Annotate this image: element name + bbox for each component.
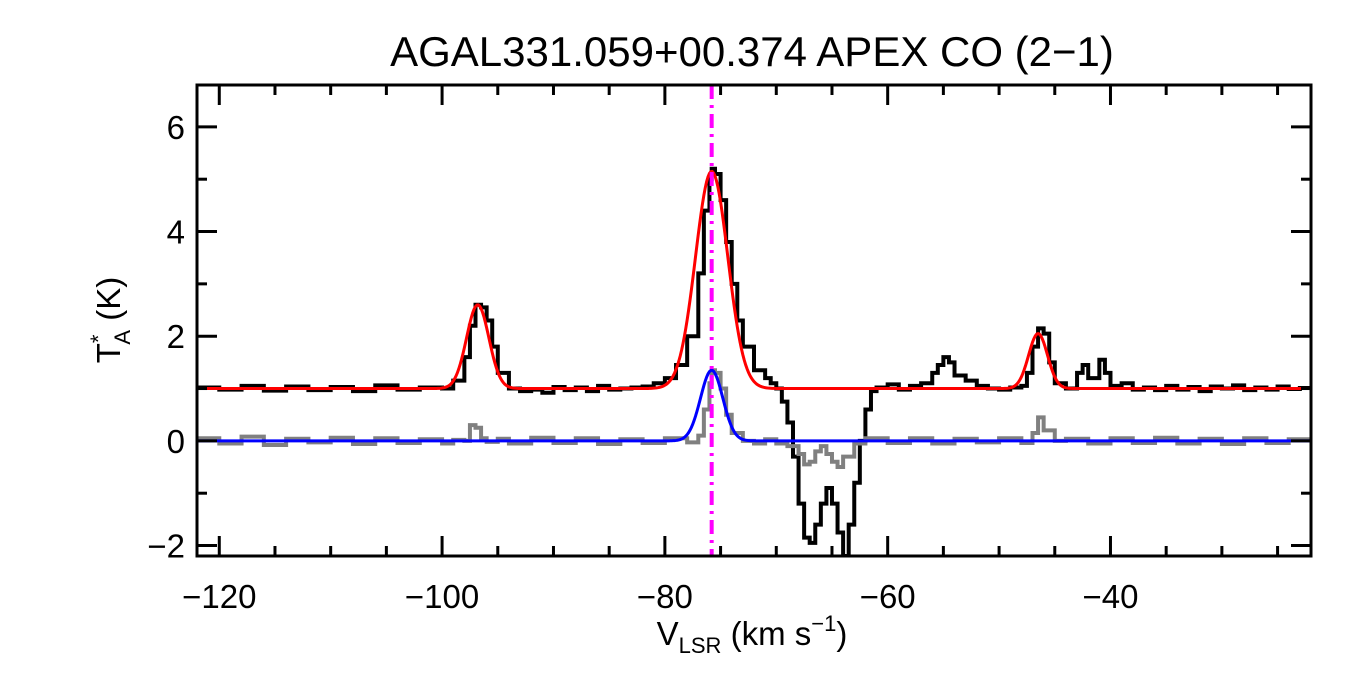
y-tick-label: 0 bbox=[167, 423, 185, 460]
x-tick-label: −40 bbox=[1082, 578, 1138, 615]
y-tick-label: 6 bbox=[167, 109, 185, 146]
x-axis-label: VLSR (km s−1) bbox=[657, 611, 848, 658]
chart-title: AGAL331.059+00.374 APEX CO (2−1) bbox=[390, 28, 1114, 75]
plot-frame bbox=[195, 83, 1313, 558]
x-tick-label: −80 bbox=[637, 578, 693, 615]
offset-spectrum-line bbox=[197, 166, 1311, 556]
x-tick-label: −120 bbox=[182, 578, 256, 615]
x-tick-label: −100 bbox=[405, 578, 479, 615]
spectrum-line bbox=[197, 368, 1311, 470]
y-tick-label: −2 bbox=[147, 528, 185, 565]
y-tick-label: 2 bbox=[167, 318, 185, 355]
y-axis-label: T*A (K) bbox=[86, 277, 135, 364]
offset-fit-line bbox=[197, 169, 1311, 391]
x-tick-label: −60 bbox=[860, 578, 916, 615]
y-tick-label: 4 bbox=[167, 214, 185, 251]
fit-line bbox=[197, 368, 1311, 443]
